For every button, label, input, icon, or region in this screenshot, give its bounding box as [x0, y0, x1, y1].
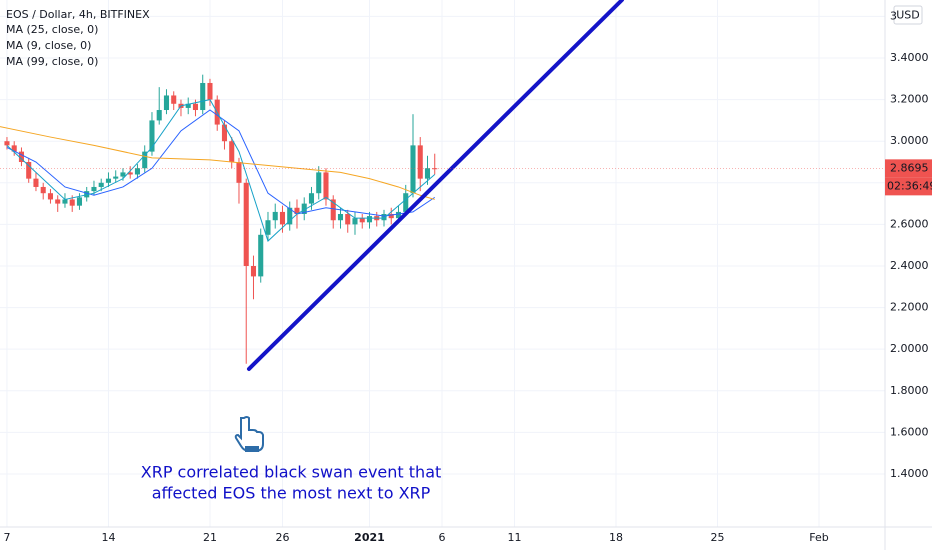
candle-body [33, 178, 39, 187]
y-tick-label: 2.6000 [890, 217, 929, 230]
candle-body [388, 214, 394, 219]
candle-body [185, 103, 191, 108]
candle-body [417, 145, 423, 179]
candle-body [98, 182, 104, 187]
candle-body [120, 172, 126, 177]
candle-body [149, 120, 155, 152]
moving-average-line [6, 99, 436, 242]
candle-body [127, 172, 133, 175]
pointing-hand-icon [234, 416, 264, 452]
y-tick-label: 1.8000 [890, 384, 929, 397]
candle-body [76, 197, 83, 206]
candle-body [11, 145, 17, 152]
candle-body [381, 214, 387, 221]
last-price-badge [885, 159, 932, 178]
candle-body [287, 207, 293, 225]
countdown-badge [885, 177, 932, 196]
candle-body [229, 141, 235, 163]
y-tick-label: 3 [890, 9, 897, 22]
candle-body [330, 199, 336, 221]
candle-body [84, 191, 90, 198]
candle-body [55, 199, 61, 204]
candle-body [316, 172, 322, 194]
candle-body [279, 211, 286, 225]
candle-body [308, 193, 315, 204]
trendline [246, 0, 624, 371]
candle-body [243, 182, 249, 266]
candle-body [26, 162, 32, 179]
candle-body [345, 214, 351, 225]
y-tick-label: 1.4000 [890, 467, 929, 480]
candle-body [236, 162, 242, 183]
indicator-label: MA (99, close, 0) [6, 55, 98, 68]
candle-body [163, 95, 170, 111]
x-tick-label: Feb [809, 531, 828, 544]
x-tick-label: 6 [438, 531, 445, 544]
candle-body [156, 110, 162, 121]
candle-body [272, 211, 278, 221]
candle-body [258, 234, 264, 277]
candle-body [105, 178, 112, 183]
candle-body [91, 186, 97, 192]
candle-body [113, 176, 119, 179]
candle-body [395, 211, 402, 219]
y-tick-label: 3.0000 [890, 134, 929, 147]
candle-body [221, 124, 228, 142]
candle-body [134, 168, 141, 175]
candle-body [432, 168, 438, 170]
x-tick-label: 7 [3, 531, 10, 544]
chart-title: EOS / Dollar, 4h, BITFINEX [6, 8, 150, 21]
candle-body [410, 145, 416, 194]
x-tick-label: 26 [275, 531, 289, 544]
candle-body [359, 218, 365, 223]
moving-average-line [6, 109, 436, 217]
candle-body [337, 214, 344, 221]
candle-body [142, 151, 148, 169]
candle-body [250, 265, 257, 277]
indicator-label: MA (25, close, 0) [6, 23, 98, 36]
x-tick-label: 18 [609, 531, 623, 544]
candle-body [352, 218, 358, 225]
candle-body [200, 82, 206, 111]
candle-body [207, 82, 213, 100]
candle-body [4, 141, 10, 146]
x-tick-label: 2021 [354, 531, 385, 544]
candle-body [171, 95, 177, 104]
indicator-label: MA (9, close, 0) [6, 39, 91, 52]
annotation: XRP correlated black swan event that [141, 463, 442, 482]
y-tick-label: 1.6000 [890, 425, 929, 438]
candle-body [366, 216, 373, 223]
currency[interactable]: USD [896, 9, 920, 22]
x-tick-label: 21 [203, 531, 217, 544]
candle-body [40, 186, 46, 194]
y-tick-label: 2.4000 [890, 259, 929, 272]
x-tick-label: 14 [101, 531, 115, 544]
candle-body [62, 199, 68, 204]
candle-body [301, 203, 307, 215]
moving-average-line [0, 126, 435, 200]
currency-button[interactable] [893, 5, 923, 25]
candle-body [47, 193, 54, 200]
y-tick-label: 3.4000 [890, 51, 929, 64]
candle-body [323, 172, 329, 200]
candle-body [69, 199, 75, 206]
x-tick-label: 25 [711, 531, 725, 544]
candle-body [18, 151, 24, 163]
annotation: affected EOS the most next to XRP [152, 484, 431, 503]
y-tick-label: 2.2000 [890, 301, 929, 314]
last-price-label: 2.8695 [890, 161, 929, 174]
candle-body [192, 103, 199, 111]
candle-body [424, 168, 431, 179]
y-tick-label: 2.0000 [890, 342, 929, 355]
candle-body [265, 220, 271, 235]
x-tick-label: 11 [507, 531, 521, 544]
countdown-label: 02:36:49 [887, 179, 932, 192]
candle-body [294, 207, 300, 215]
candle-body [403, 193, 409, 212]
y-tick-label: 3.2000 [890, 93, 929, 106]
